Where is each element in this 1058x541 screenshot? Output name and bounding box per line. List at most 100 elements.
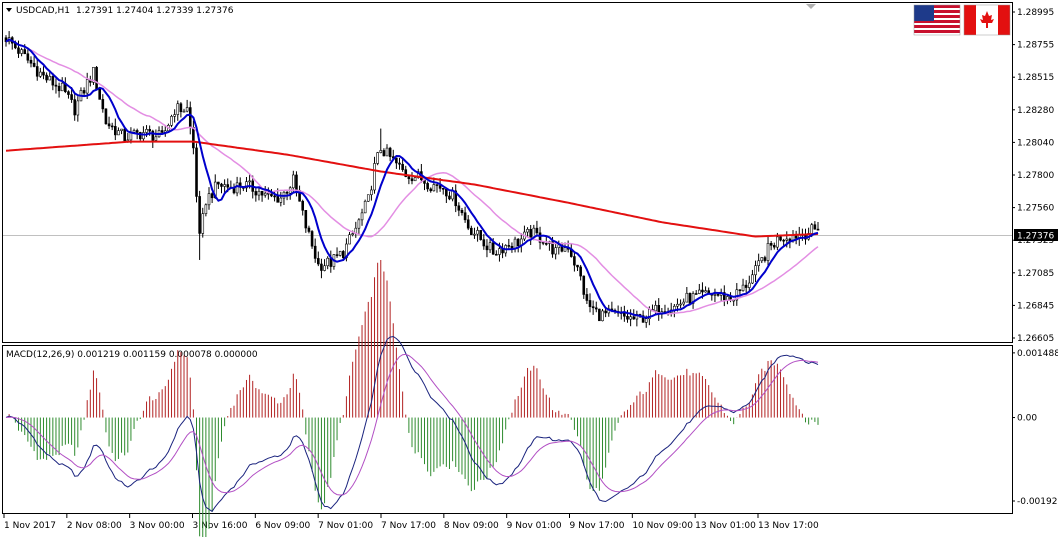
candle [220,182,223,194]
candle [520,233,523,253]
candle-body [370,189,373,196]
candle [204,203,208,217]
time-tick-label: 7 Nov 01:00 [318,521,373,531]
candle [182,108,186,113]
candle-body [210,193,214,199]
candle-body [117,130,120,136]
shift-marker-icon[interactable] [806,4,816,9]
candle [482,233,486,250]
candle [476,226,479,242]
candle-body [23,49,27,55]
candle [35,59,39,81]
candle-body [757,260,760,266]
medium-ma-line [5,38,819,315]
candle [507,238,511,249]
candle [413,176,417,182]
candle-body [295,174,298,191]
candle-body [441,188,445,190]
candle [223,179,226,194]
candle-body [304,210,308,229]
candle [797,226,801,246]
candle [198,190,201,260]
candle [17,40,20,58]
candle-body [813,224,817,230]
candle-body [563,247,567,252]
candle [192,120,195,155]
candle-body [341,251,345,259]
candle-body [704,290,707,293]
candle-body [598,308,601,322]
candle-body [698,289,701,294]
time-tick-label: 1 Nov 2017 [4,521,56,531]
candle-body [448,195,451,200]
candle [329,250,333,273]
candle [454,184,458,213]
candle-body [170,116,173,126]
candle-body [554,247,557,255]
candle-body [192,127,195,149]
candle [698,283,701,295]
candle-body [604,310,607,314]
candle [39,67,42,78]
candle [282,191,286,206]
candle [117,127,120,136]
candle-body [248,180,251,183]
price-tick-label: 1.28995 [1017,8,1054,18]
candle [679,299,682,309]
candle-body [263,192,267,196]
candle-body [51,76,55,86]
candle [757,253,760,272]
price-tick-label: 1.28280 [1017,106,1054,116]
candle-body [576,264,579,268]
candle-body [273,195,276,198]
candle-body [142,132,145,140]
price-pane-frame [2,2,1013,343]
candle-body [357,219,361,229]
candle [579,264,582,281]
candle-body [220,183,223,187]
candle-body [691,293,695,304]
candle-body [751,274,754,284]
candle [245,176,248,192]
macd-tick-label: -0.00192 [1017,497,1057,507]
candle-body [145,129,148,133]
symbol-menu-icon[interactable] [6,8,12,12]
candle-body [270,193,273,197]
candle-body [726,296,729,301]
candle [766,236,770,266]
candle-body [107,123,111,127]
candle [257,187,261,201]
time-tick-label: 3 Nov 00:00 [130,521,185,531]
candle [360,208,364,226]
candle-body [254,191,258,196]
candle [654,300,657,316]
candle [292,170,295,193]
candle [704,286,707,293]
current-price-badge: 1.27376 [1014,229,1058,242]
candle-body [694,293,698,295]
candle [732,299,735,306]
candle-body [679,303,682,306]
canada-flag [963,4,1011,36]
macd-axis: 0.001488 0.00 -0.00192 [1012,349,1058,507]
candle-body [460,210,464,214]
candle [179,102,183,118]
candle-body [438,185,442,189]
candle [10,36,14,50]
time-tick-label: 10 Nov 09:00 [632,521,693,531]
candle [463,206,467,223]
candle-body [744,284,748,288]
candle-body [101,99,105,110]
time-tick-label: 7 Nov 17:00 [381,521,436,531]
candle [772,242,776,250]
candle [379,128,383,154]
time-axis: 1 Nov 2017 2 Nov 08:00 3 Nov 00:00 3 Nov 16… [3,514,819,531]
price-tick-label: 1.27325 [1017,236,1054,246]
candle [629,309,632,327]
candle [754,260,757,283]
candle [173,109,176,123]
candle-body [123,128,126,142]
candle-body [529,229,532,238]
